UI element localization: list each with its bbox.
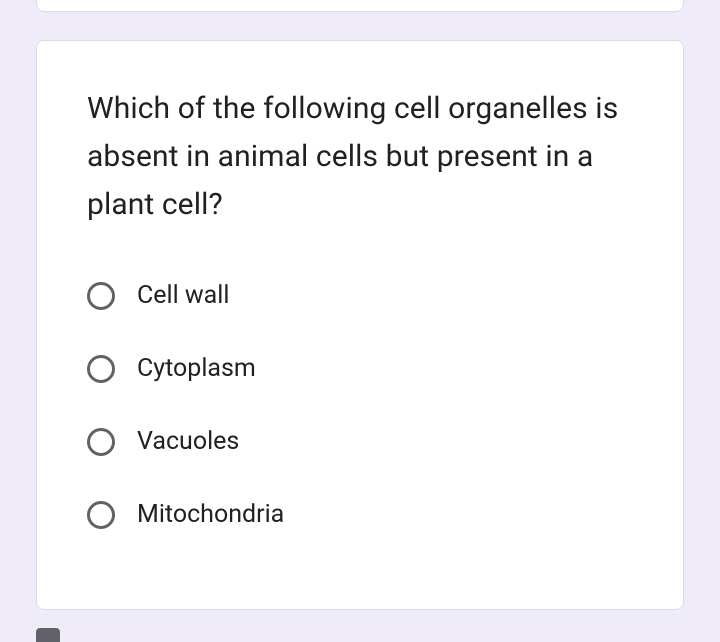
option-vacuoles[interactable]: Vacuoles — [87, 427, 633, 456]
question-card: Which of the following cell organelles i… — [36, 40, 684, 610]
footer-badge — [36, 628, 60, 642]
option-label: Cytoplasm — [137, 354, 256, 383]
option-cytoplasm[interactable]: Cytoplasm — [87, 354, 633, 383]
option-cell-wall[interactable]: Cell wall — [87, 281, 633, 310]
radio-icon — [87, 501, 115, 529]
option-label: Cell wall — [137, 281, 229, 310]
previous-card-bottom — [36, 0, 684, 12]
radio-icon — [87, 428, 115, 456]
question-text: Which of the following cell organelles i… — [87, 85, 633, 229]
options-group: Cell wall Cytoplasm Vacuoles Mitochondri… — [87, 281, 633, 529]
option-label: Vacuoles — [137, 427, 239, 456]
option-mitochondria[interactable]: Mitochondria — [87, 500, 633, 529]
option-label: Mitochondria — [137, 500, 284, 529]
radio-icon — [87, 282, 115, 310]
radio-icon — [87, 355, 115, 383]
